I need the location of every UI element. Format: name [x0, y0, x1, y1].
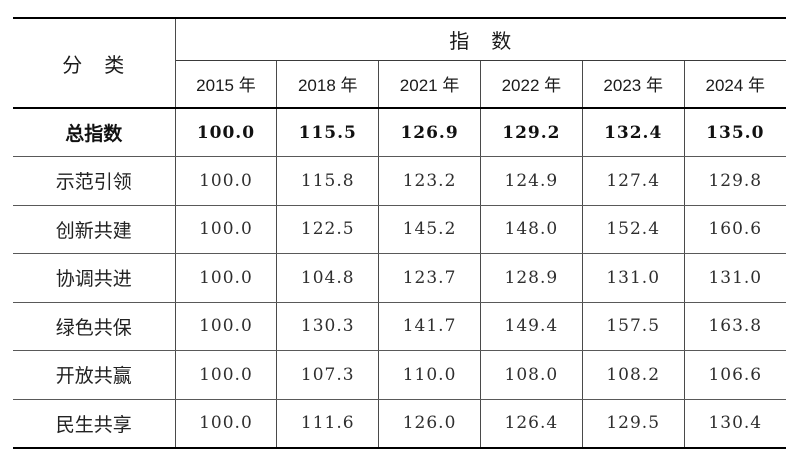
year-header-row: 2015 年 2018 年 2021 年 2022 年 2023 年 2024 年 [13, 60, 786, 109]
value-cell: 163.8 [683, 302, 786, 351]
value-cell: 126.4 [479, 399, 583, 448]
table-row: 创新共建 100.0 122.5 145.2 148.0 152.4 160.6 [13, 205, 786, 254]
value-cell: 152.4 [581, 205, 685, 254]
value-cell: 130.4 [683, 399, 786, 448]
value-cell: 129.5 [581, 399, 685, 448]
value-cell: 129.2 [479, 108, 583, 157]
value-cell: 157.5 [581, 302, 685, 351]
value-cell: 110.0 [378, 350, 481, 400]
value-cell: 160.6 [683, 205, 786, 254]
value-cell: 126.9 [378, 108, 481, 157]
table-body: 总指数 100.0 115.5 126.9 129.2 132.4 135.0 示范引领 100… [13, 108, 786, 448]
year-header-cell: 2015 年 [175, 60, 277, 109]
value-cell: 107.3 [276, 350, 379, 400]
index-group-header-cell: 指 数 [175, 18, 786, 61]
value-cell: 128.9 [479, 253, 583, 303]
row-label: 总指数 [13, 108, 176, 157]
value-cell: 100.0 [174, 253, 277, 303]
value-cell: 124.9 [479, 156, 583, 206]
value-cell: 145.2 [378, 205, 481, 254]
value-cell: 148.0 [479, 205, 583, 254]
value-cell: 122.5 [276, 205, 379, 254]
value-cell: 100.0 [174, 205, 277, 254]
value-cell: 111.6 [276, 399, 379, 448]
value-cell: 141.7 [378, 302, 481, 351]
table-row: 民生共享 100.0 111.6 126.0 126.4 129.5 130.4 [13, 399, 786, 448]
year-header-cell: 2018 年 [276, 60, 379, 109]
year-header-cell: 2023 年 [581, 60, 685, 109]
row-label: 创新共建 [13, 205, 176, 254]
table-row: 绿色共保 100.0 130.3 141.7 149.4 157.5 163.8 [13, 302, 786, 351]
row-label: 民生共享 [13, 399, 176, 448]
value-cell: 115.5 [276, 108, 379, 157]
value-cell: 108.2 [581, 350, 685, 400]
year-header-cell: 2021 年 [378, 60, 481, 109]
row-label: 示范引领 [13, 156, 176, 206]
row-label: 绿色共保 [13, 302, 176, 351]
value-cell: 129.8 [683, 156, 786, 206]
value-cell: 100.0 [174, 399, 277, 448]
year-header-cell: 2024 年 [683, 60, 786, 109]
value-cell: 149.4 [479, 302, 583, 351]
value-cell: 130.3 [276, 302, 379, 351]
table-row: 示范引领 100.0 115.8 123.2 124.9 127.4 129.8 [13, 156, 786, 206]
group-header-row: 分 类 指 数 [13, 18, 786, 109]
value-cell: 100.0 [174, 350, 277, 400]
row-label: 协调共进 [13, 253, 176, 303]
table-row: 协调共进 100.0 104.8 123.7 128.9 131.0 131.0 [13, 253, 786, 303]
value-cell: 123.7 [378, 253, 481, 303]
value-cell: 126.0 [378, 399, 481, 448]
value-cell: 132.4 [581, 108, 685, 157]
value-cell: 131.0 [581, 253, 685, 303]
value-cell: 115.8 [276, 156, 379, 206]
value-cell: 100.0 [174, 156, 277, 206]
value-cell: 104.8 [276, 253, 379, 303]
table-row: 开放共赢 100.0 107.3 110.0 108.0 108.2 106.6 [13, 350, 786, 400]
value-cell: 131.0 [683, 253, 786, 303]
value-cell: 100.0 [174, 108, 277, 157]
row-label: 开放共赢 [13, 350, 176, 400]
value-cell: 106.6 [683, 350, 786, 400]
value-cell: 135.0 [683, 108, 786, 157]
value-cell: 100.0 [174, 302, 277, 351]
table-header: 分 类 指 数 2015 年 2018 年 2021 年 2022 年 2023 年 20… [13, 18, 786, 109]
year-header-cell: 2022 年 [479, 60, 583, 109]
index-table: 分 类 指 数 2015 年 2018 年 2021 年 2022 年 2023 年 20… [13, 17, 786, 449]
table-row: 总指数 100.0 115.5 126.9 129.2 132.4 135.0 [13, 108, 786, 157]
value-cell: 108.0 [479, 350, 583, 400]
category-header-cell: 分 类 [13, 18, 176, 109]
value-cell: 127.4 [581, 156, 685, 206]
value-cell: 123.2 [378, 156, 481, 206]
